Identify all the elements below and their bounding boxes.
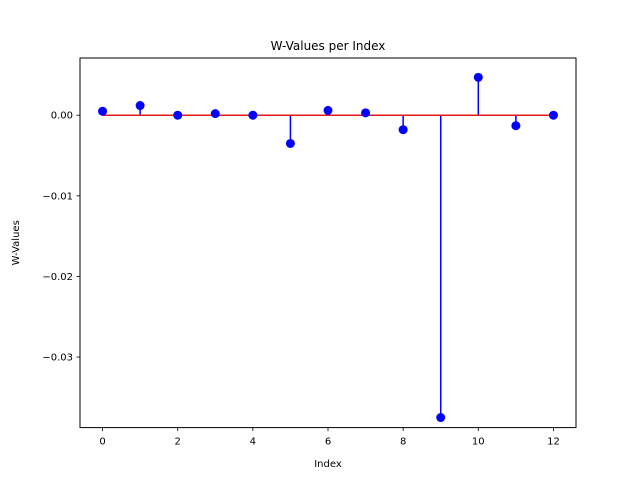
stem-marker bbox=[548, 110, 558, 120]
y-axis-label: W-Values bbox=[11, 220, 22, 265]
y-tick-label: −0.02 bbox=[42, 272, 73, 283]
stem-marker bbox=[398, 125, 408, 135]
y-tick-label: −0.01 bbox=[42, 191, 73, 202]
stem-marker bbox=[285, 138, 295, 148]
x-tick-label: 4 bbox=[250, 437, 256, 448]
x-axis-ticks: 0 2 4 6 8 10 12 bbox=[99, 427, 560, 448]
stem-marker bbox=[210, 109, 220, 119]
x-tick-label: 6 bbox=[325, 437, 331, 448]
chart-title: W-Values per Index bbox=[271, 39, 386, 53]
stem-marker bbox=[98, 106, 108, 116]
x-axis-label: Index bbox=[314, 459, 342, 470]
stem-marker bbox=[361, 108, 371, 118]
stem-marker bbox=[135, 101, 145, 111]
stem-marker bbox=[436, 413, 446, 423]
x-tick-label: 12 bbox=[547, 437, 560, 448]
stem-marker bbox=[511, 121, 521, 131]
x-tick-label: 8 bbox=[400, 437, 406, 448]
stem-marker bbox=[473, 72, 483, 82]
x-tick-label: 10 bbox=[472, 437, 485, 448]
x-tick-label: 0 bbox=[99, 437, 105, 448]
x-tick-label: 2 bbox=[175, 437, 181, 448]
y-axis-ticks: 0.00 −0.01 −0.02 −0.03 bbox=[42, 111, 80, 364]
stem-marker bbox=[248, 110, 258, 120]
stem-marker bbox=[323, 105, 333, 115]
y-tick-label: −0.03 bbox=[42, 353, 73, 364]
plot-area bbox=[98, 72, 558, 423]
y-tick-label: 0.00 bbox=[51, 111, 73, 122]
stem-marker bbox=[173, 110, 183, 120]
